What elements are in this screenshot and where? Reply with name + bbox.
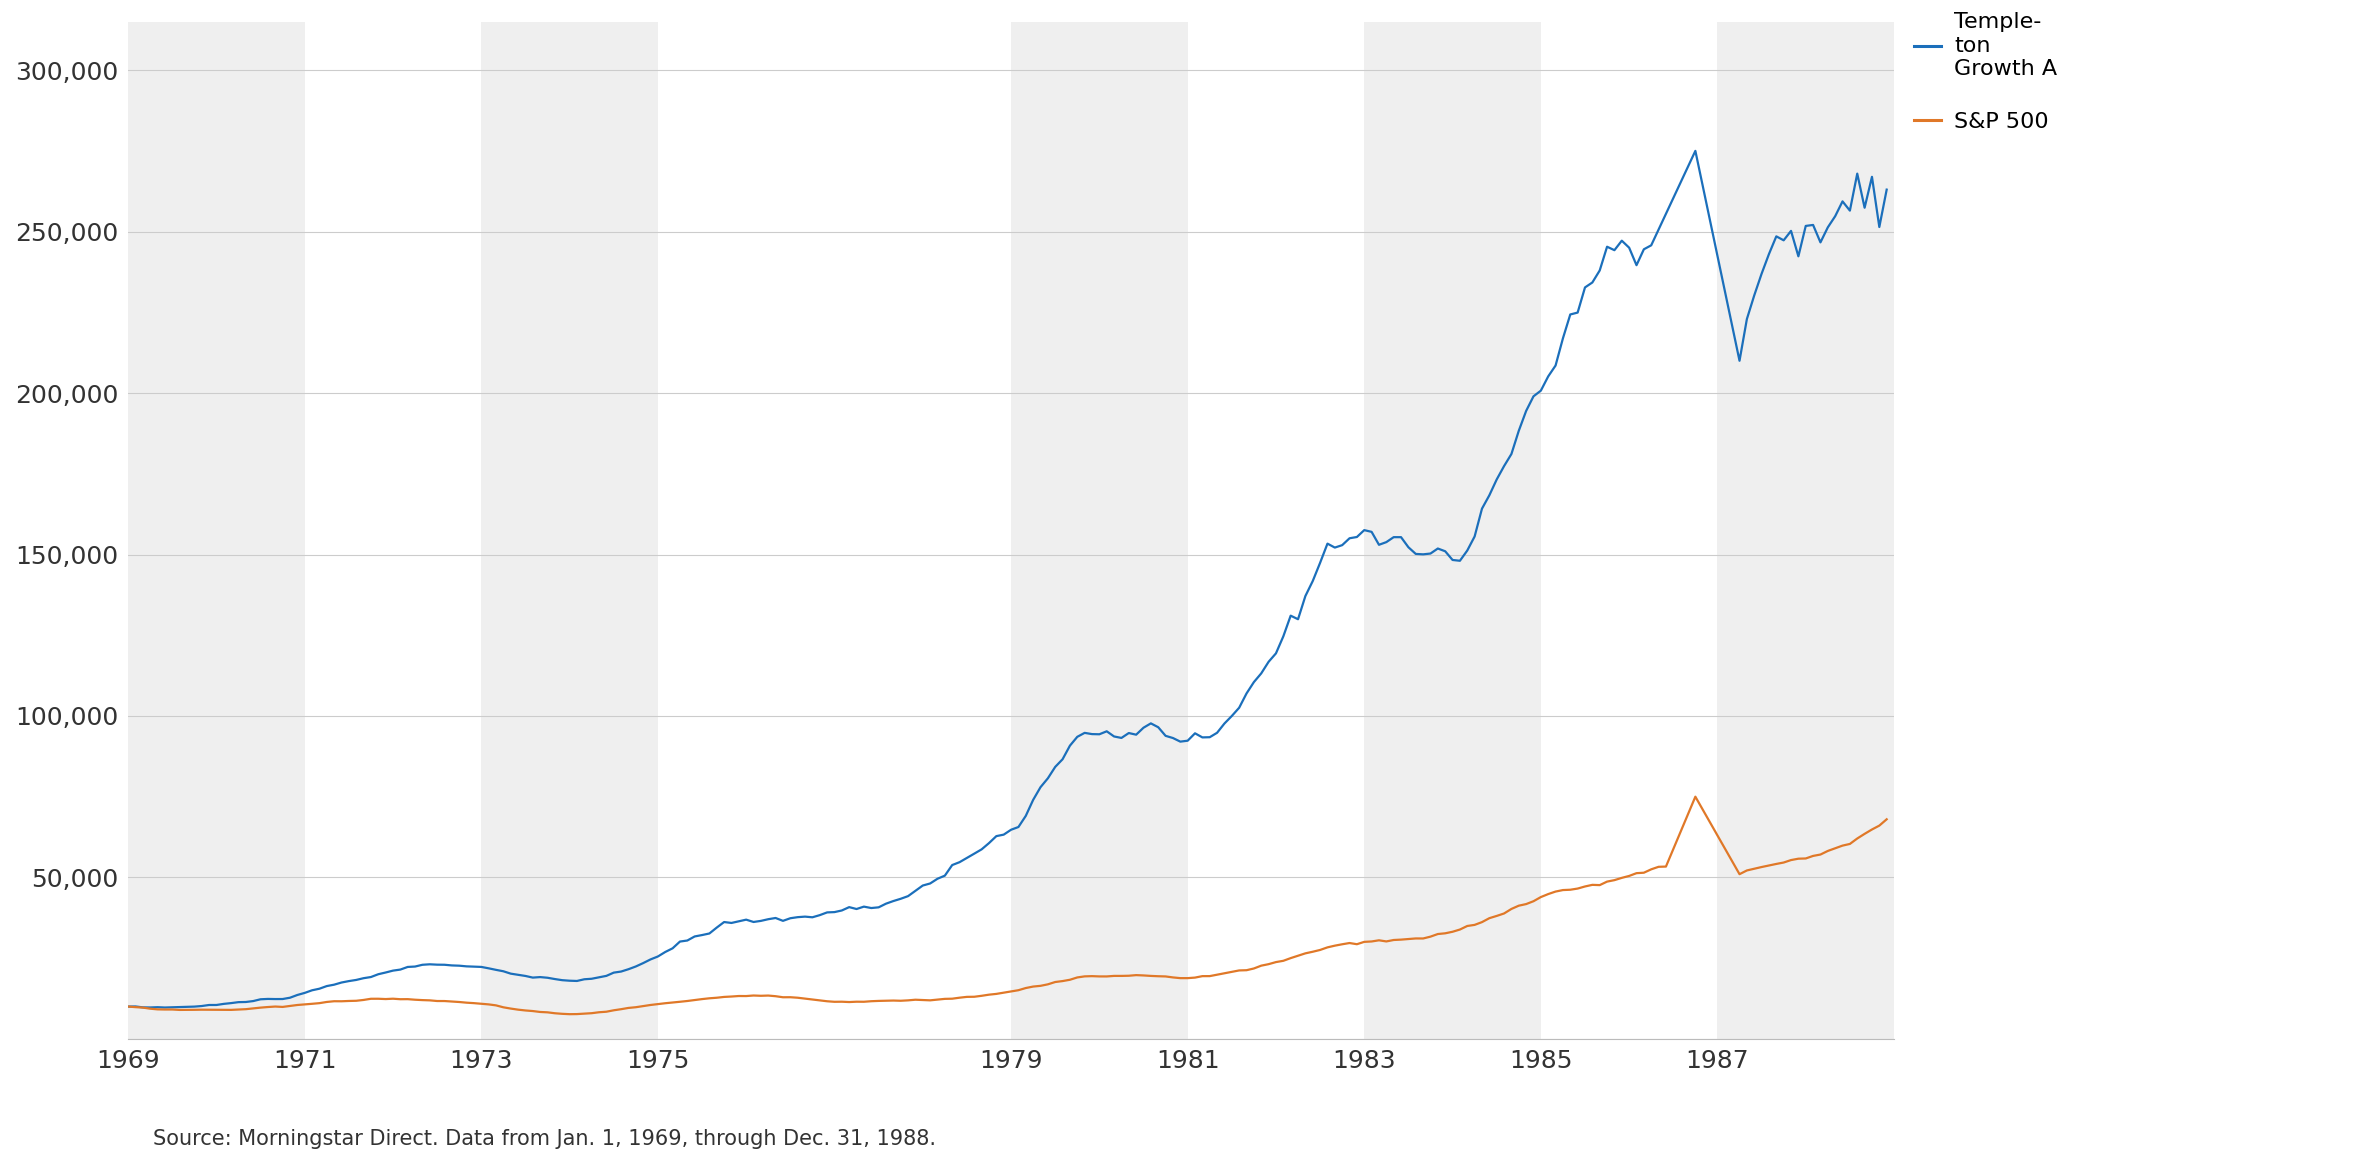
Legend: Temple-
ton
Growth A, S&P 500: Temple- ton Growth A, S&P 500 [1915,13,2058,132]
Bar [1364,22,1540,1039]
Bar [480,22,657,1039]
Text: Source: Morningstar Direct. Data from Jan. 1, 1969, through Dec. 31, 1988.: Source: Morningstar Direct. Data from Ja… [153,1129,935,1149]
Bar [1010,22,1187,1039]
Bar [127,22,304,1039]
Bar [1717,22,1893,1039]
